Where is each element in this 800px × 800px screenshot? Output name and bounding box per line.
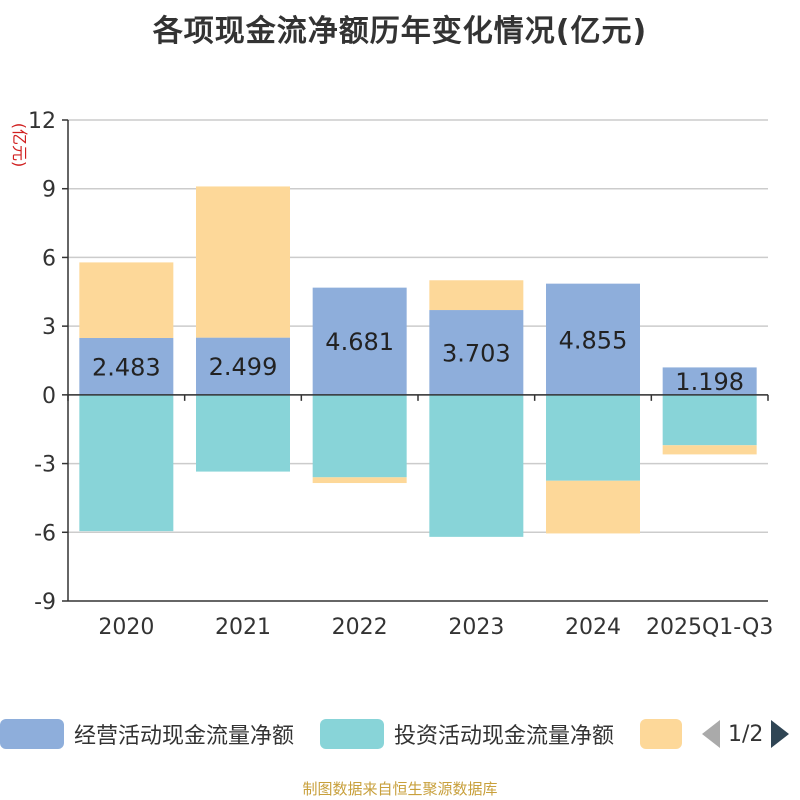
legend-label-investing: 投资活动现金流量净额 xyxy=(394,724,615,749)
x-tick-label: 2020 xyxy=(98,615,154,640)
data-label: 4.855 xyxy=(559,326,628,354)
y-tick-label: -6 xyxy=(34,521,56,546)
chart-title: 各项现金流净额历年变化情况(亿元) xyxy=(152,14,648,49)
y-tick-label: -9 xyxy=(34,590,56,615)
bar-2023-series-0[interactable] xyxy=(429,310,524,395)
data-label: 4.681 xyxy=(325,328,394,356)
x-tick-label: 2024 xyxy=(565,615,621,640)
bar-2023-series-1[interactable] xyxy=(429,394,524,537)
x-tick-label: 2025Q1-Q3 xyxy=(646,615,773,640)
y-tick-label: 12 xyxy=(28,109,56,134)
legend-item-operating[interactable]: 经营活动现金流量净额 xyxy=(0,714,294,754)
y-axis-label: (亿元) xyxy=(10,123,29,168)
data-label: 3.703 xyxy=(442,339,511,367)
data-label: 2.499 xyxy=(209,353,278,381)
legend-item-investing[interactable]: 投资活动现金流量净额 xyxy=(320,714,614,754)
bar-2021-series-0[interactable] xyxy=(196,337,290,395)
bar-2020-series-1[interactable] xyxy=(79,394,174,532)
source-note: 制图数据来自恒生聚源数据库 xyxy=(302,780,498,798)
bar-2025Q1-Q3-series-0[interactable] xyxy=(662,367,757,395)
data-label: 2.483 xyxy=(92,353,161,381)
legend-item-financing[interactable] xyxy=(640,714,682,754)
bar-2023-series-2[interactable] xyxy=(429,280,524,311)
legend-swatch-investing xyxy=(320,719,384,749)
y-tick-label: -3 xyxy=(34,453,56,478)
y-tick-label: 0 xyxy=(42,384,56,409)
x-tick-label: 2021 xyxy=(215,615,271,640)
data-labels: 2.483 2.499 4.681 3.703 4.855 1.198 xyxy=(92,326,744,396)
legend-prev-icon[interactable] xyxy=(702,720,720,748)
legend-swatch-financing xyxy=(640,719,682,749)
axes: 12 9 6 3 0 -3 -6 -9 (亿元) 2020 2021 2022 2023 2024 2025… xyxy=(10,109,773,640)
legend-next-icon[interactable] xyxy=(771,720,790,748)
bar-2021-series-2[interactable] xyxy=(196,186,290,338)
bar-2022-series-0[interactable] xyxy=(312,287,407,395)
chart-area: 12 9 6 3 0 -3 -6 -9 (亿元) 2020 2021 2022 2023 2024 2025… xyxy=(10,109,773,640)
bar-2024-series-0[interactable] xyxy=(546,283,640,395)
bar-2024-series-2[interactable] xyxy=(546,480,640,534)
bar-2021-series-1[interactable] xyxy=(196,394,290,472)
bar-2020-series-0[interactable] xyxy=(79,337,174,395)
x-tick-label: 2022 xyxy=(332,615,388,640)
y-tick-label: 9 xyxy=(42,178,56,203)
y-tick-label: 6 xyxy=(42,246,56,271)
bar-2024-series-1[interactable] xyxy=(546,394,640,481)
legend-label-operating: 经营活动现金流量净额 xyxy=(74,724,295,749)
legend-pager: 1/2 xyxy=(702,714,790,754)
legend: 经营活动现金流量净额 投资活动现金流量净额 1/2 xyxy=(0,714,800,754)
x-tick-label: 2023 xyxy=(448,615,504,640)
bar-2020-series-2[interactable] xyxy=(79,262,174,338)
legend-swatch-operating xyxy=(0,719,64,749)
grid-lines xyxy=(68,119,768,534)
bar-2022-series-2[interactable] xyxy=(312,477,407,484)
legend-page-indicator: 1/2 xyxy=(728,721,764,747)
bar-2022-series-1[interactable] xyxy=(312,394,407,478)
y-tick-label: 3 xyxy=(42,315,56,340)
data-label: 1.198 xyxy=(675,368,744,396)
bar-series xyxy=(79,186,757,537)
bar-2025Q1-Q3-series-1[interactable] xyxy=(662,394,757,446)
bar-2025Q1-Q3-series-2[interactable] xyxy=(662,445,757,455)
